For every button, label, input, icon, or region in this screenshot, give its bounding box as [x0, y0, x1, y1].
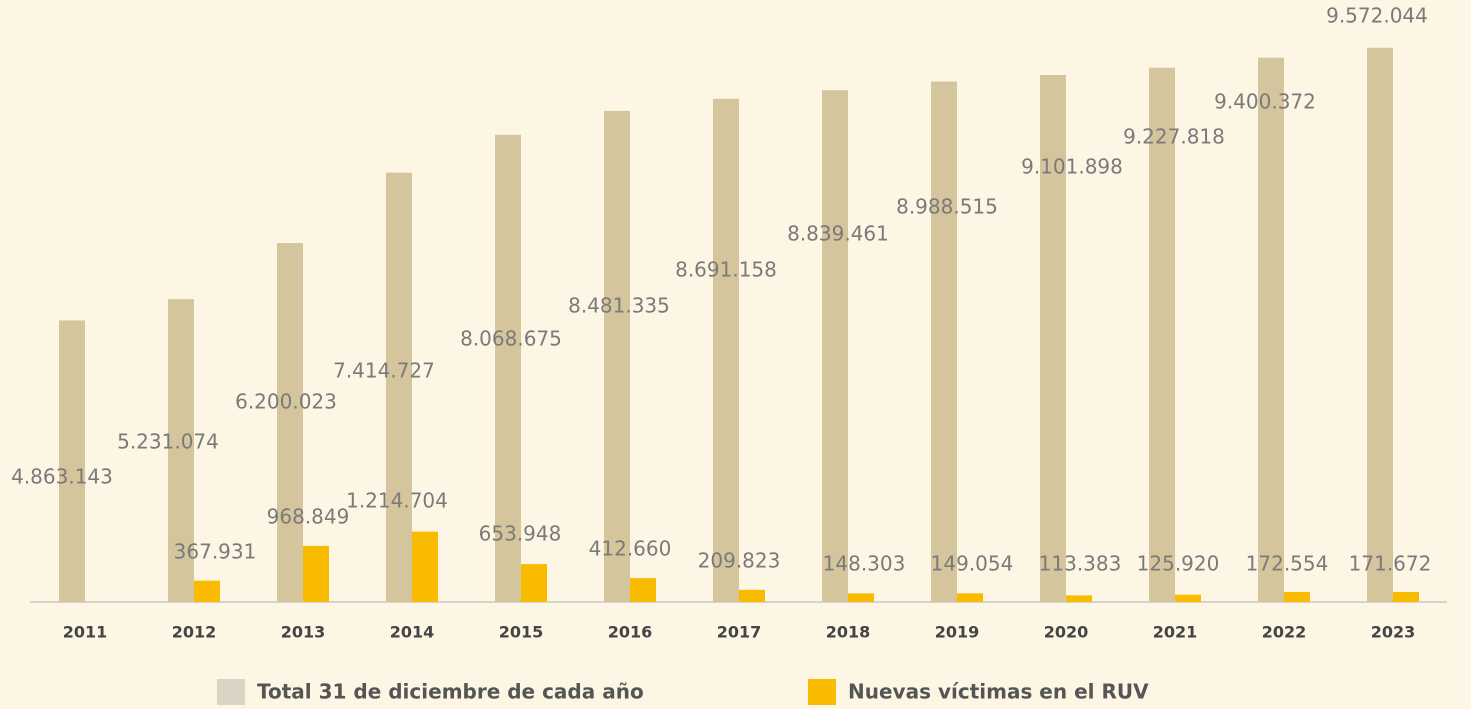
x-tick-label: 2018 — [826, 623, 871, 642]
x-tick-label: 2020 — [1044, 623, 1089, 642]
bar — [277, 243, 303, 602]
data-label: 653.948 — [479, 522, 562, 546]
data-label: 171.672 — [1349, 552, 1432, 576]
data-label: 9.400.372 — [1214, 90, 1316, 114]
data-label: 8.481.335 — [568, 294, 670, 318]
data-label: 8.988.515 — [896, 195, 998, 219]
data-label: 8.691.158 — [675, 258, 777, 282]
bar — [957, 593, 983, 602]
bar — [1066, 595, 1092, 602]
x-tick-label: 2021 — [1153, 623, 1198, 642]
legend-swatch — [217, 679, 245, 705]
data-label: 9.227.818 — [1123, 125, 1225, 149]
data-label: 172.554 — [1246, 552, 1329, 576]
bar — [848, 593, 874, 602]
bar — [604, 110, 630, 603]
data-label: 113.383 — [1039, 552, 1122, 576]
data-label: 968.849 — [267, 505, 350, 529]
x-tick-label: 2023 — [1371, 623, 1416, 642]
bar — [495, 134, 521, 602]
x-tick-label: 2016 — [608, 623, 653, 642]
bar — [1258, 57, 1284, 603]
data-label: 209.823 — [698, 549, 781, 573]
x-tick-label: 2022 — [1262, 623, 1307, 642]
bar — [822, 90, 848, 603]
bar — [630, 578, 656, 602]
bar — [194, 580, 220, 602]
data-label: 6.200.023 — [235, 390, 337, 414]
data-label: 148.303 — [823, 552, 906, 576]
bar — [1175, 594, 1201, 602]
data-label: 8.068.675 — [460, 327, 562, 351]
bar — [1149, 67, 1175, 602]
data-label: 5.231.074 — [117, 430, 219, 454]
x-tick-label: 2011 — [63, 623, 108, 642]
legend-swatch — [808, 679, 836, 705]
bar — [931, 81, 957, 602]
legend-label: Nuevas víctimas en el RUV — [848, 680, 1149, 704]
data-label: 412.660 — [589, 537, 672, 561]
x-tick-label: 2019 — [935, 623, 980, 642]
bar — [168, 299, 194, 602]
data-label: 7.414.727 — [333, 359, 435, 383]
x-tick-label: 2012 — [172, 623, 217, 642]
x-tick-label: 2017 — [717, 623, 762, 642]
bar — [739, 589, 765, 602]
bar — [713, 98, 739, 602]
data-label: 4.863.143 — [11, 465, 113, 489]
x-tick-label: 2013 — [281, 623, 326, 642]
x-tick-label: 2015 — [499, 623, 544, 642]
data-label: 1.214.704 — [346, 489, 448, 513]
bar — [412, 531, 438, 602]
bar — [1284, 592, 1310, 602]
legend-label: Total 31 de diciembre de cada año — [257, 680, 644, 704]
bar — [386, 172, 412, 602]
data-label: 367.931 — [174, 540, 257, 564]
data-label: 8.839.461 — [787, 222, 889, 246]
bar — [303, 545, 329, 602]
bar — [1367, 47, 1393, 603]
data-label: 9.101.898 — [1021, 155, 1123, 179]
bar — [521, 564, 547, 602]
data-label: 9.572.044 — [1326, 4, 1428, 28]
data-label: 125.920 — [1137, 552, 1220, 576]
x-tick-label: 2014 — [390, 623, 435, 642]
data-label: 149.054 — [931, 552, 1014, 576]
bar — [1040, 75, 1066, 602]
bar — [59, 320, 85, 602]
bar — [1393, 592, 1419, 602]
